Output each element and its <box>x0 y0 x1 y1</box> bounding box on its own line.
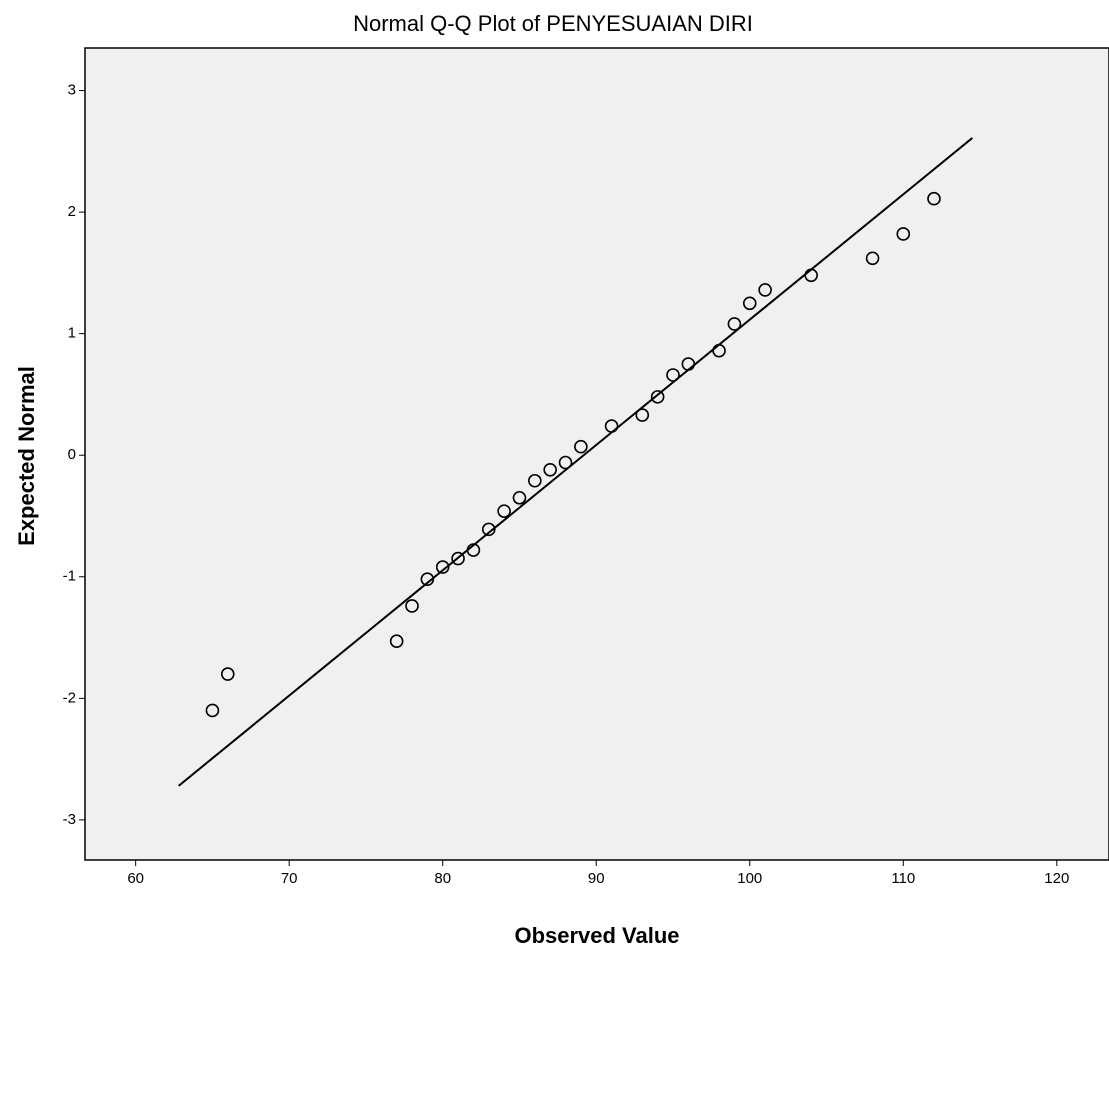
x-tick-label: 100 <box>737 870 762 887</box>
point <box>205 703 220 718</box>
x-tick-label: 60 <box>127 870 144 887</box>
point <box>481 522 496 537</box>
y-tick-label: -2 <box>63 689 76 706</box>
point <box>804 268 818 283</box>
y-tick-label: 3 <box>68 82 76 99</box>
point <box>512 490 527 505</box>
y-axis-label: Expected Normal <box>14 366 39 546</box>
point <box>574 439 588 454</box>
point <box>681 357 696 371</box>
point <box>742 296 757 311</box>
point <box>927 191 941 206</box>
plot-area <box>84 47 1109 861</box>
point <box>528 473 542 488</box>
point <box>865 251 880 266</box>
x-tick-label: 110 <box>891 870 915 887</box>
y-tick-label: -1 <box>63 568 76 585</box>
y-tick-label: 2 <box>68 203 76 220</box>
point <box>220 667 235 681</box>
x-axis-label: Observed Value <box>514 923 679 948</box>
point <box>727 317 742 331</box>
point <box>758 283 772 297</box>
point <box>558 455 573 470</box>
point <box>712 343 726 358</box>
reference-line <box>178 137 973 787</box>
point <box>543 463 557 477</box>
y-tick-label: 1 <box>68 325 76 342</box>
point <box>466 543 481 557</box>
point <box>420 572 435 587</box>
point <box>896 227 911 241</box>
point <box>497 504 511 518</box>
point <box>650 390 665 404</box>
y-tick-label: -3 <box>63 811 76 828</box>
point <box>389 634 404 648</box>
point <box>666 368 680 382</box>
point <box>435 560 450 574</box>
point <box>604 419 619 433</box>
x-tick-label: 120 <box>1044 870 1069 887</box>
chart-title: Normal Q-Q Plot of PENYESUAIAN DIRI <box>353 11 753 36</box>
y-tick-label: 0 <box>68 446 76 463</box>
x-tick-label: 90 <box>588 870 605 887</box>
x-tick-label: 80 <box>434 870 451 887</box>
x-tick-label: 70 <box>281 870 298 887</box>
point <box>451 551 465 566</box>
point <box>635 408 650 422</box>
point <box>405 599 419 613</box>
